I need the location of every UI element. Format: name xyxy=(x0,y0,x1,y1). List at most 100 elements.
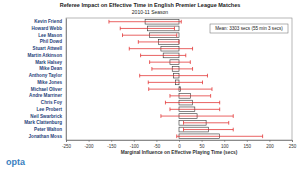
error-cap xyxy=(190,60,191,64)
x-tick-label: -250 xyxy=(62,144,72,149)
error-bar xyxy=(184,121,229,125)
category-label: Martin Atkinson xyxy=(27,53,62,58)
x-tick-label: 50 xyxy=(200,144,206,149)
error-cap xyxy=(151,67,152,71)
category-label: Andre Marriner xyxy=(29,93,62,98)
error-line xyxy=(140,75,208,76)
y-tick: Mike Dean xyxy=(39,66,66,71)
error-bar xyxy=(165,101,219,105)
category-label: Kevin Friend xyxy=(34,19,62,24)
x-tick-label: -200 xyxy=(85,144,95,149)
x-tick-mark xyxy=(156,140,157,142)
subtitle: 2010-11 Season xyxy=(132,9,169,15)
y-tick: Kevin Friend xyxy=(34,19,66,24)
y-tick: Mark Halsey xyxy=(35,60,66,65)
error-line xyxy=(177,136,263,137)
x-tick: 0 xyxy=(178,140,181,149)
category-label: Jonathan Moss xyxy=(29,134,63,139)
y-tick: Andre Marriner xyxy=(29,93,66,98)
x-tick-label: 150 xyxy=(244,144,252,149)
error-cap xyxy=(219,107,220,111)
error-line xyxy=(109,21,181,22)
error-cap xyxy=(219,101,220,105)
error-cap xyxy=(149,60,150,64)
error-line xyxy=(152,68,193,69)
category-label: Stuart Attwell xyxy=(33,46,62,51)
y-tick: Stuart Attwell xyxy=(33,46,66,51)
y-axis: Kevin Friend Howard Webb Lee MasonPhil Dow… xyxy=(24,19,66,141)
x-tick: -250 xyxy=(62,140,72,149)
x-tick-mark xyxy=(202,140,203,142)
x-tick: 250 xyxy=(289,140,297,149)
error-line xyxy=(120,28,174,29)
error-cap xyxy=(179,40,180,44)
category-label: Lee Mason xyxy=(38,33,62,38)
error-cap xyxy=(233,128,234,132)
marks xyxy=(109,19,263,138)
error-bar xyxy=(170,94,211,98)
x-tick-mark xyxy=(89,140,90,142)
x-tick-label: -150 xyxy=(107,144,117,149)
error-cap xyxy=(207,74,208,78)
error-cap xyxy=(120,27,121,31)
title: Referee Impact on Effective Time in Engl… xyxy=(60,2,241,8)
category-label: Mike Jones xyxy=(37,80,62,85)
error-bar xyxy=(149,87,212,91)
y-tick: Lee Probert xyxy=(36,107,66,112)
y-axis-line xyxy=(66,19,67,141)
error-cap xyxy=(181,20,182,24)
error-cap xyxy=(122,33,123,37)
y-tick: Martin Atkinson xyxy=(27,53,66,58)
y-tick: Michael Oliver xyxy=(31,87,66,92)
error-cap xyxy=(202,81,203,85)
x-tick-label: 250 xyxy=(289,144,297,149)
x-tick: -50 xyxy=(154,140,161,149)
x-tick-label: -100 xyxy=(130,144,140,149)
x-axis-title: Marginal Influence on Effective Playing … xyxy=(121,150,238,155)
y-tick: Mike Jones xyxy=(37,80,66,85)
error-cap xyxy=(165,101,166,105)
error-cap xyxy=(183,128,184,132)
chart: Referee Impact on Effective Time in Engl… xyxy=(0,0,300,170)
x-axis-line xyxy=(67,141,293,143)
error-cap xyxy=(169,94,170,98)
category-label: Phil Dowd xyxy=(40,39,62,44)
category-label: Mark Clattenburg xyxy=(24,120,62,125)
error-line xyxy=(150,62,191,63)
error-bar xyxy=(152,67,193,71)
error-bar xyxy=(148,81,202,85)
error-cap xyxy=(174,27,175,31)
error-cap xyxy=(140,54,141,58)
y-tick: Neil Swarbrick xyxy=(30,114,66,119)
error-bar xyxy=(150,60,191,64)
error-bar xyxy=(161,114,233,118)
error-line xyxy=(184,129,234,130)
x-tick: 100 xyxy=(221,140,229,149)
error-bar xyxy=(141,54,186,58)
error-cap xyxy=(148,87,149,91)
annotation-box xyxy=(210,24,288,33)
category-label: Mike Dean xyxy=(39,66,62,71)
y-tick: Howard Webb xyxy=(31,26,66,31)
x-tick: -150 xyxy=(107,140,117,149)
error-cap xyxy=(211,87,212,91)
error-cap xyxy=(192,67,193,71)
plot: -250 -200 -150 -100 -50 0 50 100 150 200 250 Kevin … xyxy=(24,18,297,149)
plot-frame xyxy=(66,18,292,140)
x-tick: 50 xyxy=(200,140,206,149)
error-line xyxy=(148,82,202,83)
x-tick-label: 0 xyxy=(178,144,181,149)
category-label: Mark Halsey xyxy=(35,60,62,65)
error-cap xyxy=(138,40,139,44)
error-line xyxy=(161,116,233,117)
category-label: Peter Walton xyxy=(34,127,62,132)
x-tick: 200 xyxy=(266,140,274,149)
error-cap xyxy=(129,47,130,51)
error-line xyxy=(129,48,192,49)
error-bar xyxy=(138,40,179,44)
error-line xyxy=(184,122,229,123)
error-cap xyxy=(262,134,263,138)
error-bar xyxy=(109,20,181,24)
error-line xyxy=(170,95,211,96)
error-cap xyxy=(210,94,211,98)
